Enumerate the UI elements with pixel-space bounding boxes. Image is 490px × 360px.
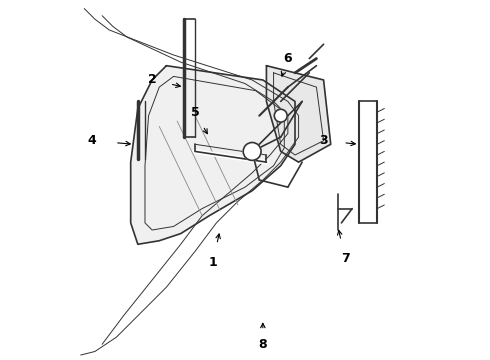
Text: 8: 8 [259, 338, 267, 351]
Text: 3: 3 [319, 134, 328, 147]
Circle shape [243, 143, 261, 160]
Text: 5: 5 [191, 105, 199, 119]
Polygon shape [267, 66, 331, 162]
Text: 7: 7 [341, 252, 349, 265]
Text: 2: 2 [148, 73, 156, 86]
Text: 1: 1 [208, 256, 217, 269]
Text: 4: 4 [87, 134, 96, 147]
Polygon shape [131, 66, 295, 244]
Text: 6: 6 [284, 52, 292, 65]
Circle shape [274, 109, 287, 122]
